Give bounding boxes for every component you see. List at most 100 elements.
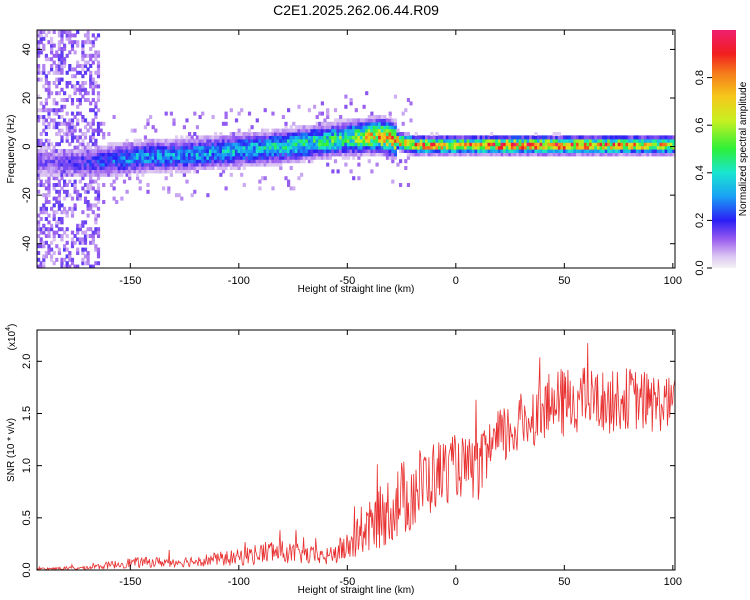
spectrogram-cell (341, 135, 345, 140)
spectrogram-cell (274, 155, 278, 160)
snr-y-ticks: 0.00.51.01.52.0 (21, 354, 675, 578)
spectrogram-cell (484, 142, 489, 147)
spectrogram-cell (430, 138, 434, 143)
spectrogram-cell (104, 145, 108, 150)
spectrogram-cell (401, 111, 405, 116)
spectrogram-cell (136, 162, 140, 167)
spectrogram-cell (37, 43, 41, 48)
spectrogram-cell (206, 145, 210, 150)
spectrogram-cell (232, 149, 236, 153)
spectrogram-cell (44, 172, 48, 177)
spectrogram-cell (149, 138, 153, 143)
spectrogram-cell (365, 132, 369, 136)
spectrogram-cell (344, 135, 348, 140)
spectrogram-cell (78, 101, 82, 106)
spectrogram-cell (55, 149, 59, 153)
spectrogram-cell (109, 145, 114, 150)
spectrogram-cell (362, 132, 366, 136)
spectrogram-cell (630, 152, 634, 157)
spectrogram-cell (406, 135, 410, 140)
spectrogram-cell (591, 149, 595, 153)
spectrogram-cell (83, 234, 88, 238)
spectrogram-cell (250, 162, 254, 167)
spectrogram-cell (393, 145, 397, 150)
spectrogram-cell (294, 138, 298, 143)
spectrogram-cell (86, 234, 90, 238)
spectrogram-cell (326, 155, 330, 160)
spectrogram-cell (630, 142, 634, 147)
spectrogram-cell (253, 135, 257, 140)
spectrogram-cell (313, 145, 317, 150)
spectrogram-cell (138, 166, 142, 170)
spectrogram-cell (565, 135, 569, 140)
spectrogram-cell (258, 142, 262, 147)
spectrogram-y-tick-label: 20 (21, 92, 33, 104)
spectrogram-cell (68, 128, 72, 133)
spectrogram-cell (208, 149, 213, 153)
spectrogram-y-tick-label: 40 (21, 43, 33, 55)
spectrogram-cell (208, 138, 213, 143)
spectrogram-cell (89, 40, 93, 45)
spectrogram-cell (414, 135, 418, 140)
spectrogram-cell (583, 135, 588, 140)
spectrogram-cell (643, 145, 647, 150)
spectrogram-cell (247, 159, 252, 164)
spectrogram-cell (331, 125, 335, 130)
spectrogram-cell (448, 142, 452, 147)
spectrogram-cell (359, 125, 364, 130)
spectrogram-cell (331, 149, 335, 153)
spectrogram-cell (216, 162, 220, 167)
spectrogram-cell (42, 115, 46, 119)
spectrogram-cell (320, 132, 324, 136)
spectrogram-cell (86, 162, 90, 167)
spectrogram-cell (57, 57, 61, 62)
spectrogram-cell (86, 169, 90, 174)
spectrogram-cell (508, 142, 512, 147)
spectrogram-cell (94, 203, 98, 208)
spectrogram-cell (276, 159, 280, 164)
spectrogram-cell (164, 142, 168, 147)
spectrogram-cell (237, 138, 241, 143)
spectrogram-cell (664, 138, 668, 143)
spectrogram-cell (563, 138, 567, 143)
spectrogram-cell (81, 64, 85, 68)
spectrogram-cell (94, 189, 98, 194)
spectrogram-cell (622, 138, 627, 143)
spectrogram-cell (125, 138, 129, 143)
spectrogram-cell (279, 166, 283, 170)
spectrogram-cell (162, 155, 166, 160)
spectrogram-cell (271, 152, 275, 157)
spectrogram-cell (367, 125, 371, 130)
spectrogram-cell (578, 149, 582, 153)
spectrogram-cell (57, 142, 61, 147)
spectrogram-cell (365, 128, 369, 133)
spectrogram-cell (352, 135, 356, 140)
spectrogram-cell (175, 152, 179, 157)
spectrogram-cell (279, 159, 283, 164)
spectrogram-cell (65, 213, 69, 218)
spectrogram-cell (216, 135, 220, 140)
spectrogram-cell (52, 210, 56, 215)
spectrogram-cell (120, 162, 124, 167)
spectrogram-cell (513, 145, 517, 150)
spectrogram-cell (221, 166, 226, 170)
spectrogram-cell (94, 230, 98, 235)
spectrogram-cell (224, 138, 228, 143)
spectrogram-cell (635, 138, 640, 143)
spectrogram-cell (271, 135, 275, 140)
spectrogram-cell (242, 152, 246, 157)
spectrogram-cell (91, 81, 95, 85)
spectrogram-cell (662, 142, 666, 147)
spectrogram-cell (521, 145, 525, 150)
spectrogram-cell (68, 64, 72, 68)
spectrogram-cell (159, 152, 163, 157)
spectrogram-cell (464, 138, 468, 143)
spectrogram-cell (425, 138, 429, 143)
spectrogram-cell (274, 135, 278, 140)
spectrogram-cell (385, 149, 390, 153)
spectrogram-cell (326, 152, 330, 157)
spectrogram-cell (305, 155, 309, 160)
spectrogram-cell (78, 98, 82, 102)
spectrogram-cell (89, 125, 93, 130)
spectrogram-cell (65, 162, 69, 167)
